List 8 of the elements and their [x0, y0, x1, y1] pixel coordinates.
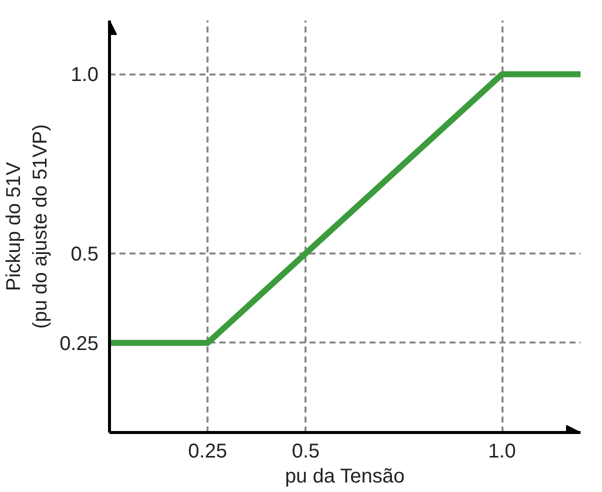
y-tick-label: 0.5 — [70, 243, 99, 266]
y-axis-title: Pickup do 51V (pu do ajuste do 51VP) — [3, 124, 52, 329]
x-axis-title: pu da Tensão — [284, 466, 405, 488]
y-tick-label: 0.25 — [60, 332, 99, 355]
x-tick-label: 0.5 — [292, 440, 320, 462]
x-tick-label: 0.25 — [188, 440, 228, 462]
x-tick-label: 1.0 — [488, 440, 516, 462]
y-tick-label: 1.0 — [70, 64, 99, 86]
